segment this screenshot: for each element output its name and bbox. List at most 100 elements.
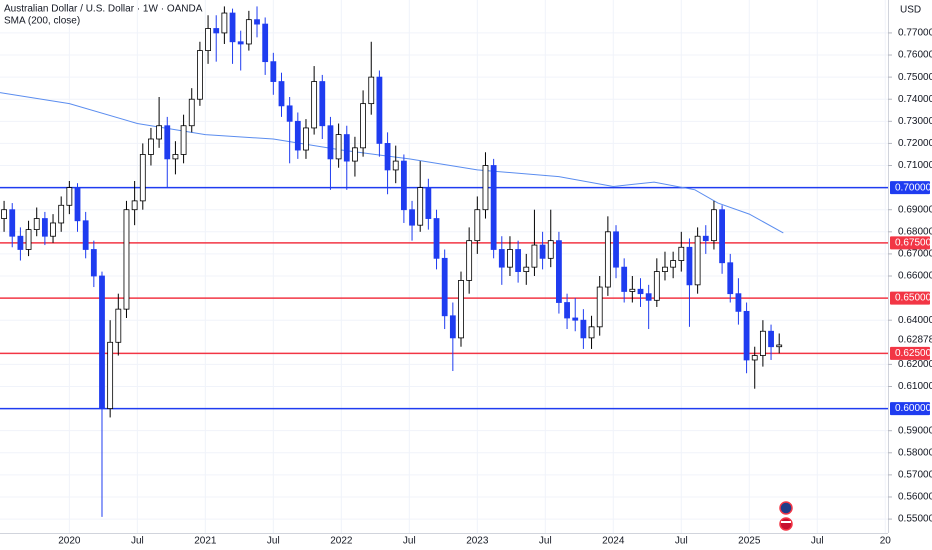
candle-body	[711, 209, 717, 242]
candle-body	[743, 310, 750, 361]
candle-body	[33, 218, 40, 230]
candle-body	[360, 103, 366, 149]
candle-body	[50, 222, 56, 237]
candle-body	[629, 288, 636, 292]
candle-body	[458, 280, 464, 339]
candle-body	[25, 229, 32, 250]
candle-body	[449, 315, 456, 339]
candle-body	[759, 330, 766, 356]
y-tick-label: 0.64000	[898, 315, 932, 326]
candle-body	[613, 231, 619, 268]
y-tick-label: 0.67000	[898, 249, 932, 260]
candle-body	[653, 271, 660, 301]
candle-body	[702, 235, 709, 242]
y-tick-label: 0.77000	[898, 28, 932, 39]
candle-body	[1, 209, 7, 219]
y-tick-label: 0.62000	[898, 359, 932, 370]
candle-body	[335, 134, 342, 160]
y-tick-label: 0.71000	[898, 160, 932, 171]
candle-body	[645, 293, 652, 301]
candle-body	[768, 330, 774, 348]
chart-title: Australian Dollar / U.S. Dollar · 1W · O…	[4, 4, 203, 15]
x-tick-label: Jul	[675, 536, 688, 547]
candle-body	[58, 204, 65, 224]
candle-body	[662, 266, 668, 272]
candle-body	[115, 308, 122, 343]
candle-body	[17, 235, 24, 250]
candle-body	[327, 125, 334, 160]
y-tick-label: 0.68000	[898, 226, 932, 237]
level-label-box	[890, 291, 930, 305]
y-tick-label: 0.59000	[898, 425, 932, 436]
x-tick-label: 2021	[194, 536, 217, 547]
y-tick-label: 0.61000	[898, 381, 932, 392]
candle-body	[466, 240, 473, 281]
level-label-box	[890, 181, 930, 195]
candle-body	[727, 262, 734, 295]
candle-body	[515, 249, 522, 272]
candle-body	[474, 209, 481, 242]
x-tick-label: 2023	[466, 536, 489, 547]
x-tick-label: 2025	[738, 536, 761, 547]
candle-body	[41, 218, 48, 237]
y-tick-label: 0.74000	[898, 94, 932, 105]
candle-body	[482, 165, 489, 211]
candle-body	[670, 260, 677, 268]
candle-body	[156, 125, 163, 140]
candle-body	[131, 200, 138, 211]
candle-body	[352, 147, 358, 162]
candle-body	[678, 246, 685, 261]
candle-body	[205, 28, 211, 52]
candle-body	[343, 134, 350, 162]
candle-body	[547, 240, 554, 259]
y-tick-label: 0.73000	[898, 116, 932, 127]
x-tick-label: 2020	[58, 536, 81, 547]
x-tick-label: 2022	[330, 536, 353, 547]
candle-body	[523, 266, 530, 272]
candle-body	[164, 125, 171, 160]
y-tick-label: 0.72000	[898, 138, 932, 149]
candle-body	[384, 143, 391, 171]
candle-body	[107, 341, 114, 409]
candle-body	[417, 187, 424, 226]
candle-body	[123, 209, 130, 310]
candle-body	[286, 105, 293, 122]
y-tick-label: 0.69000	[898, 204, 932, 215]
level-label-box	[890, 402, 930, 416]
candle-body	[539, 244, 546, 259]
candle-body	[99, 275, 105, 409]
candle-body	[180, 125, 187, 155]
candle-body	[604, 231, 611, 288]
candle-body	[229, 12, 236, 43]
candle-body	[400, 160, 407, 211]
level-label-box	[890, 346, 930, 360]
candle-body	[294, 120, 301, 151]
candle-body	[278, 81, 285, 107]
level-label: 0.60000	[895, 403, 932, 414]
x-tick-label: Jul	[811, 536, 824, 547]
candle-body	[376, 76, 383, 144]
candle-body	[621, 266, 628, 292]
x-tick-label: Jul	[539, 536, 552, 547]
candle-body	[139, 154, 146, 202]
candle-body	[319, 81, 326, 127]
level-label: 0.62500	[895, 348, 932, 359]
candle-body	[197, 50, 203, 100]
level-label: 0.70000	[895, 182, 932, 193]
candle-body	[188, 98, 195, 127]
y-tick-label: 0.56000	[898, 492, 932, 503]
last-price-label: 0.62878	[898, 335, 932, 346]
candle-body	[311, 81, 318, 129]
x-tick-label: Jul	[267, 536, 280, 547]
candle-body	[213, 28, 220, 34]
candle-body	[9, 209, 16, 237]
candle-body	[776, 344, 783, 348]
flag-icons	[779, 501, 793, 531]
candle-body	[556, 240, 562, 303]
x-tick-label: 20	[880, 536, 892, 547]
y-tick-label: 0.76000	[898, 50, 932, 61]
candle-body	[719, 209, 725, 264]
candle-body	[686, 246, 693, 286]
